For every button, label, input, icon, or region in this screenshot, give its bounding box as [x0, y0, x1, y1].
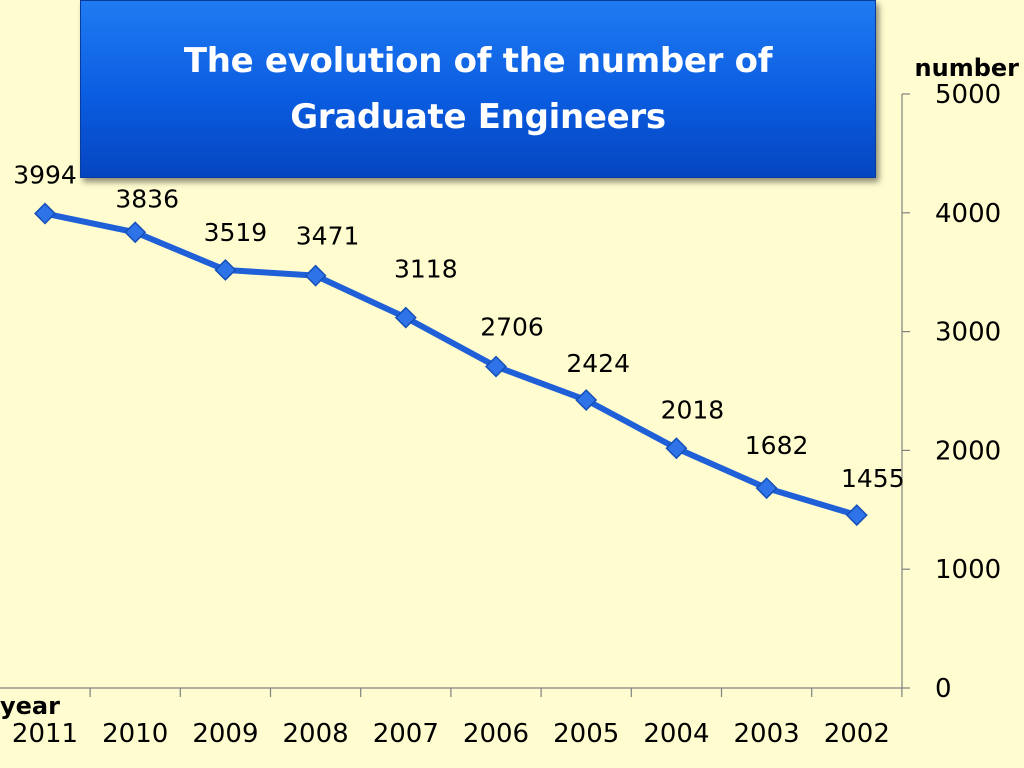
x-axis-title: year [0, 692, 60, 720]
x-tick-label: 2007 [373, 719, 439, 749]
data-label: 2706 [480, 313, 544, 342]
x-tick-label: 2003 [734, 719, 800, 749]
y-tick-label: 5000 [935, 80, 1001, 110]
data-label: 3471 [296, 222, 360, 251]
x-tick-label: 2006 [463, 719, 529, 749]
data-label: 3836 [115, 184, 179, 213]
y-tick-label: 2000 [935, 436, 1001, 466]
data-point-marker [394, 306, 417, 329]
chart-title-box: The evolution of the number of Graduate … [80, 0, 876, 178]
data-point-marker [304, 264, 327, 287]
x-tick-label: 2005 [553, 719, 619, 749]
y-tick-label: 4000 [935, 199, 1001, 229]
x-tick-label: 2010 [102, 719, 168, 749]
data-label: 2018 [661, 395, 725, 424]
data-point-marker [485, 355, 507, 378]
x-tick-label: 2011 [12, 719, 78, 749]
data-point-marker [34, 202, 56, 225]
data-label: 3994 [13, 161, 77, 190]
data-label: 2424 [566, 349, 630, 378]
x-tick-label: 2008 [283, 719, 349, 749]
y-tick-label: 1000 [935, 555, 1001, 585]
data-label: 1682 [745, 431, 809, 460]
x-tick-label: 2004 [643, 719, 709, 749]
series-line [42, 210, 860, 519]
y-axis-title: number [915, 54, 1020, 82]
data-point-marker [845, 504, 868, 527]
x-tick-label: 2009 [192, 719, 258, 749]
data-point-marker [665, 437, 688, 460]
y-tick-label: 0 [935, 674, 952, 704]
data-label: 1455 [841, 464, 905, 493]
data-point-marker [214, 258, 237, 281]
data-point-marker [124, 221, 147, 244]
data-label: 3519 [204, 218, 268, 247]
x-tick-label: 2002 [824, 719, 890, 749]
data-point-marker [755, 477, 778, 500]
chart-title: The evolution of the number of Graduate … [183, 41, 773, 137]
y-tick-label: 3000 [935, 318, 1001, 348]
data-label: 3118 [394, 255, 458, 284]
data-point-marker [575, 389, 598, 411]
